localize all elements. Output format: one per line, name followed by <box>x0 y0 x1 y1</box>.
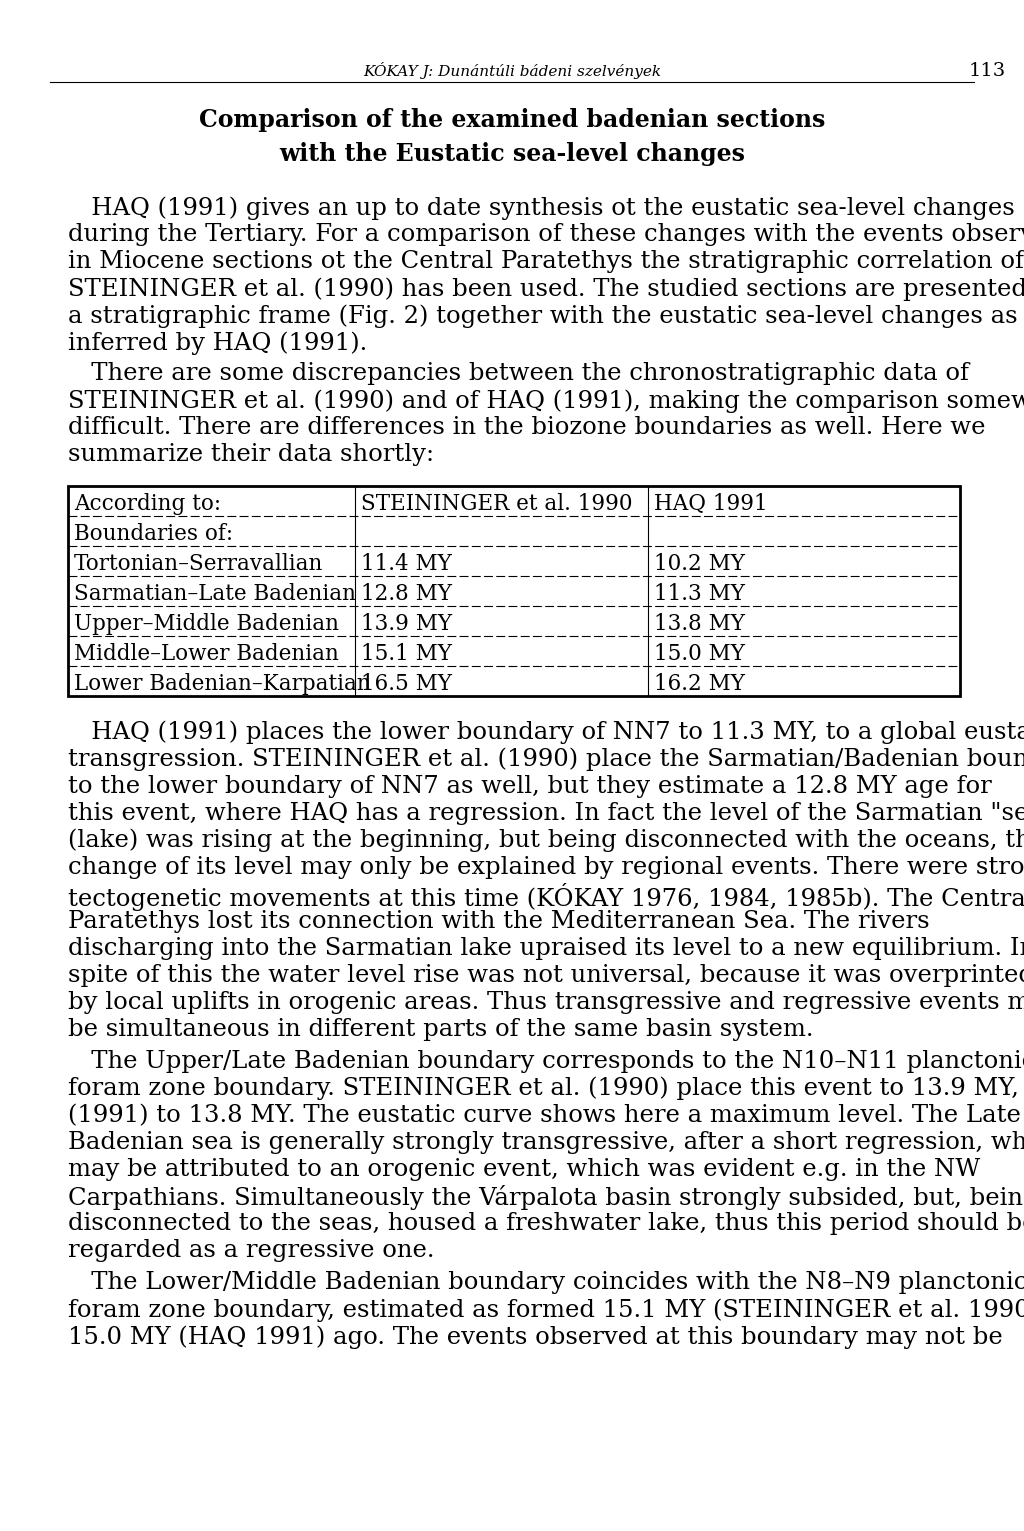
Text: 11.3 MY: 11.3 MY <box>654 583 745 605</box>
Text: There are some discrepancies between the chronostratigraphic data of: There are some discrepancies between the… <box>68 361 969 386</box>
Text: 16.2 MY: 16.2 MY <box>654 674 745 695</box>
Text: (1991) to 13.8 MY. The eustatic curve shows here a maximum level. The Late: (1991) to 13.8 MY. The eustatic curve sh… <box>68 1104 1021 1127</box>
Text: disconnected to the seas, housed a freshwater lake, thus this period should be: disconnected to the seas, housed a fresh… <box>68 1213 1024 1236</box>
Text: STEININGER et al. 1990: STEININGER et al. 1990 <box>361 493 633 516</box>
Text: Comparison of the examined badenian sections: Comparison of the examined badenian sect… <box>199 109 825 132</box>
Text: 15.0 MY: 15.0 MY <box>654 643 745 666</box>
Text: 13.8 MY: 13.8 MY <box>654 614 745 635</box>
Text: with the Eustatic sea-level changes: with the Eustatic sea-level changes <box>279 142 745 165</box>
Text: Sarmatian–Late Badenian: Sarmatian–Late Badenian <box>74 583 356 605</box>
Text: HAQ (1991) gives an up to date synthesis ot the eustatic sea-level changes: HAQ (1991) gives an up to date synthesis… <box>68 196 1015 219</box>
Text: may be attributed to an orogenic event, which was evident e.g. in the NW: may be attributed to an orogenic event, … <box>68 1157 980 1180</box>
Text: 15.0 MY (HAQ 1991) ago. The events observed at this boundary may not be: 15.0 MY (HAQ 1991) ago. The events obser… <box>68 1326 1002 1349</box>
Text: a stratigraphic frame (Fig. 2) together with the eustatic sea-level changes as: a stratigraphic frame (Fig. 2) together … <box>68 305 1018 328</box>
Text: summarize their data shortly:: summarize their data shortly: <box>68 442 434 465</box>
Text: HAQ (1991) places the lower boundary of NN7 to 11.3 MY, to a global eustatic: HAQ (1991) places the lower boundary of … <box>68 721 1024 744</box>
Text: 12.8 MY: 12.8 MY <box>361 583 452 605</box>
Text: foram zone boundary, estimated as formed 15.1 MY (STEININGER et al. 1990) or: foram zone boundary, estimated as formed… <box>68 1298 1024 1321</box>
Text: difficult. There are differences in the biozone boundaries as well. Here we: difficult. There are differences in the … <box>68 416 985 439</box>
Text: 16.5 MY: 16.5 MY <box>361 674 452 695</box>
Text: change of its level may only be explained by regional events. There were strong: change of its level may only be explaine… <box>68 856 1024 879</box>
Text: 15.1 MY: 15.1 MY <box>361 643 452 666</box>
Text: Upper–Middle Badenian: Upper–Middle Badenian <box>74 614 339 635</box>
Text: regarded as a regressive one.: regarded as a regressive one. <box>68 1239 434 1262</box>
Text: discharging into the Sarmatian lake upraised its level to a new equilibrium. In: discharging into the Sarmatian lake upra… <box>68 937 1024 960</box>
Text: STEININGER et al. (1990) and of HAQ (1991), making the comparison somewhat: STEININGER et al. (1990) and of HAQ (199… <box>68 389 1024 412</box>
Text: spite of this the water level rise was not universal, because it was overprinted: spite of this the water level rise was n… <box>68 963 1024 986</box>
Text: Paratethys lost its connection with the Mediterranean Sea. The rivers: Paratethys lost its connection with the … <box>68 909 930 932</box>
Text: Middle–Lower Badenian: Middle–Lower Badenian <box>74 643 339 666</box>
Text: (lake) was rising at the beginning, but being disconnected with the oceans, the: (lake) was rising at the beginning, but … <box>68 828 1024 853</box>
Text: foram zone boundary. STEININGER et al. (1990) place this event to 13.9 MY, HAQ: foram zone boundary. STEININGER et al. (… <box>68 1076 1024 1101</box>
Bar <box>68 487 961 697</box>
Text: Lower Badenian–Karpatian: Lower Badenian–Karpatian <box>74 674 371 695</box>
Text: this event, where HAQ has a regression. In fact the level of the Sarmatian "sea": this event, where HAQ has a regression. … <box>68 802 1024 825</box>
Text: Boundaries of:: Boundaries of: <box>74 524 233 545</box>
Text: KÓKAY J: Dunántúli bádeni szelvények: KÓKAY J: Dunántúli bádeni szelvények <box>362 61 662 80</box>
Text: HAQ 1991: HAQ 1991 <box>654 493 768 516</box>
Text: Tortonian–Serravallian: Tortonian–Serravallian <box>74 553 324 576</box>
Text: be simultaneous in different parts of the same basin system.: be simultaneous in different parts of th… <box>68 1018 813 1041</box>
Text: According to:: According to: <box>74 493 221 516</box>
Text: transgression. STEININGER et al. (1990) place the Sarmatian/Badenian boundary: transgression. STEININGER et al. (1990) … <box>68 747 1024 772</box>
Text: 11.4 MY: 11.4 MY <box>361 553 452 576</box>
Text: 113: 113 <box>969 61 1007 80</box>
Text: 10.2 MY: 10.2 MY <box>654 553 745 576</box>
Text: STEININGER et al. (1990) has been used. The studied sections are presented in: STEININGER et al. (1990) has been used. … <box>68 277 1024 300</box>
Text: Carpathians. Simultaneously the Várpalota basin strongly subsided, but, being: Carpathians. Simultaneously the Várpalot… <box>68 1185 1024 1209</box>
Text: to the lower boundary of NN7 as well, but they estimate a 12.8 MY age for: to the lower boundary of NN7 as well, bu… <box>68 775 992 798</box>
Text: during the Tertiary. For a comparison of these changes with the events observed: during the Tertiary. For a comparison of… <box>68 224 1024 246</box>
Text: 13.9 MY: 13.9 MY <box>361 614 453 635</box>
Text: by local uplifts in orogenic areas. Thus transgressive and regressive events may: by local uplifts in orogenic areas. Thus… <box>68 991 1024 1014</box>
Text: tectogenetic movements at this time (KÓKAY 1976, 1984, 1985b). The Central: tectogenetic movements at this time (KÓK… <box>68 882 1024 911</box>
Text: inferred by HAQ (1991).: inferred by HAQ (1991). <box>68 331 368 355</box>
Text: The Upper/Late Badenian boundary corresponds to the N10–N11 planctonic: The Upper/Late Badenian boundary corresp… <box>68 1050 1024 1073</box>
Text: in Miocene sections ot the Central Paratethys the stratigraphic correlation of: in Miocene sections ot the Central Parat… <box>68 250 1024 273</box>
Text: Badenian sea is generally strongly transgressive, after a short regression, whic: Badenian sea is generally strongly trans… <box>68 1131 1024 1154</box>
Text: The Lower/Middle Badenian boundary coincides with the N8–N9 planctonic: The Lower/Middle Badenian boundary coinc… <box>68 1271 1024 1294</box>
